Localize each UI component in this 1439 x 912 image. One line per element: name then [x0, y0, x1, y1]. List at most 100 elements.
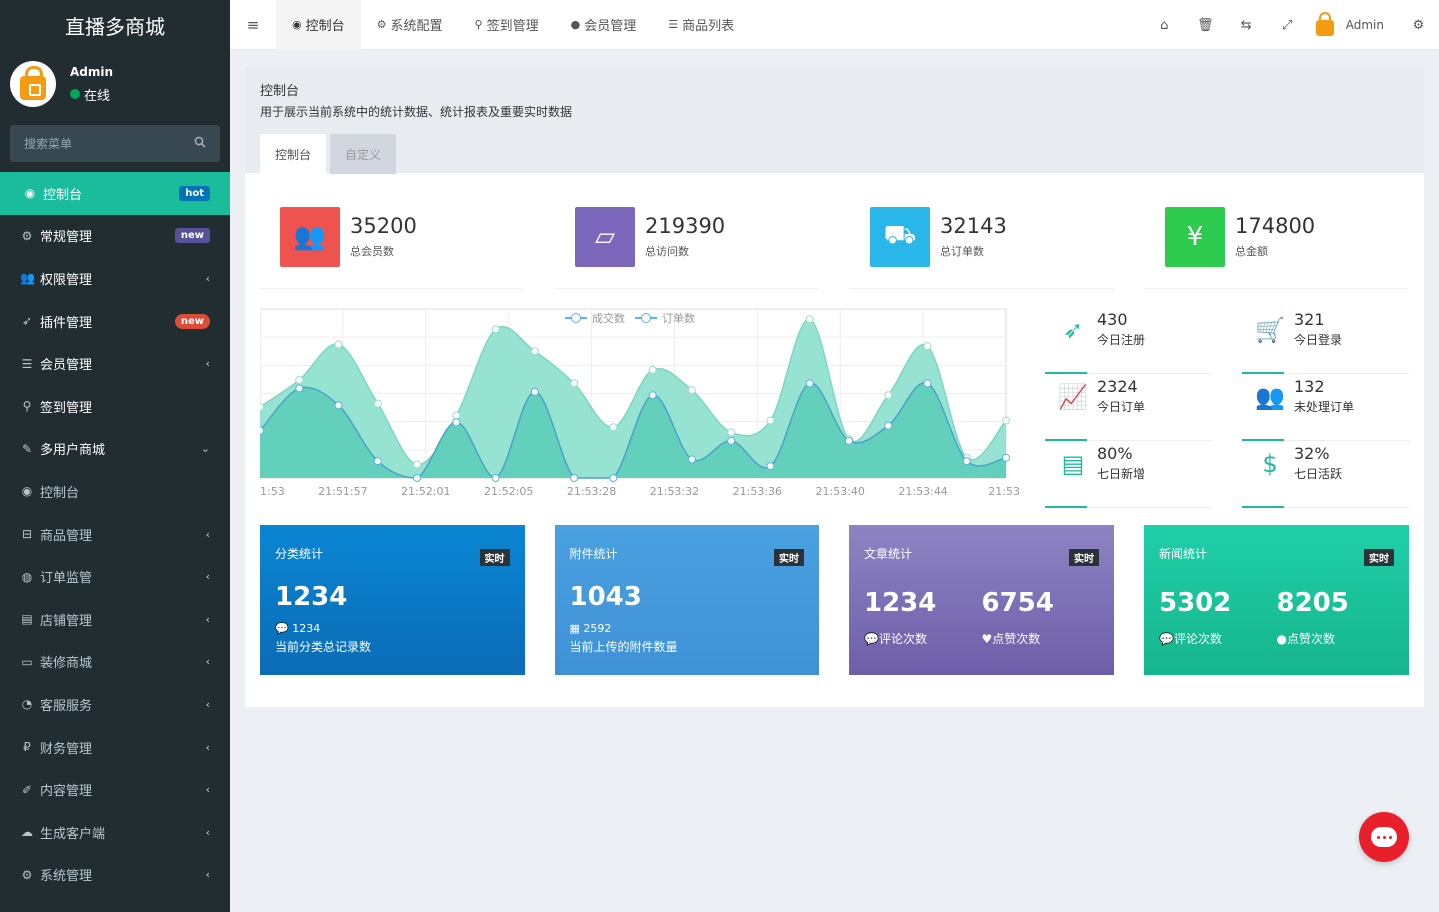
- legend-label: 成交数: [592, 312, 625, 325]
- legend-item[interactable]: 成交数: [565, 310, 625, 326]
- sidebar-item-label: 常规管理: [40, 230, 93, 246]
- chevron-icon: ‹: [205, 271, 210, 285]
- sidebar-item[interactable]: ◉ 控制台 hot: [0, 172, 230, 215]
- menu-search: [10, 125, 220, 162]
- desktop-icon: ▭: [21, 654, 33, 669]
- users-icon: 👥: [280, 207, 340, 267]
- stat-box: 👥 35200 总会员数: [260, 207, 523, 289]
- panel-sub-value: 1234: [292, 622, 321, 635]
- sidebar-item-label: 签到管理: [40, 400, 93, 416]
- tab-dashboard[interactable]: 控制台: [260, 134, 327, 174]
- data-point: [413, 474, 422, 482]
- sidebar-item[interactable]: ☰ 会员管理 ‹: [0, 342, 230, 385]
- data-point: [570, 474, 579, 482]
- eye-icon: ◍: [21, 569, 33, 584]
- sidebar-item[interactable]: ◍ 订单监管 ‹: [0, 555, 230, 598]
- page-title: 控制台: [260, 84, 300, 99]
- search-icon[interactable]: [194, 136, 206, 151]
- comment-label: 评论次数: [878, 632, 927, 646]
- comment-count: 5302: [1159, 588, 1232, 618]
- sidebar-item[interactable]: ⚙ 系统管理 ‹: [0, 854, 230, 897]
- list-alt-icon: ▤: [1061, 450, 1085, 478]
- cogs-icon[interactable]: ⚙: [1412, 17, 1425, 33]
- attachment-stat-panel: 附件统计 实时 1043 ▦ 2592 当前上传的附件数量: [554, 525, 819, 675]
- home-icon[interactable]: ⌂: [1160, 17, 1169, 33]
- user-icon: ●: [1276, 632, 1287, 646]
- stat-label: 总订单数: [940, 245, 984, 258]
- sidebar-item[interactable]: ⊟ 商品管理 ‹: [0, 513, 230, 556]
- user-name: Admin: [70, 64, 114, 79]
- chevron-icon: ‹: [205, 783, 210, 797]
- tab-custom[interactable]: 自定义: [330, 134, 397, 174]
- chat-bubble-icon: [1371, 827, 1397, 847]
- chart-legend: 成交数 订单数: [565, 310, 705, 326]
- users-icon: 👥: [20, 271, 35, 286]
- chat-button[interactable]: [1359, 812, 1409, 862]
- top-tab[interactable]: ⚲ 签到管理: [459, 0, 555, 50]
- gear-icon: ⚙: [21, 867, 33, 882]
- data-point: [805, 379, 814, 388]
- data-point: [687, 386, 696, 395]
- top-tab[interactable]: ◉ 控制台: [276, 0, 361, 50]
- user-panel: Admin 在线: [0, 50, 230, 118]
- sidebar-item[interactable]: ➶ 插件管理 new: [0, 300, 230, 343]
- data-point: [766, 416, 775, 425]
- data-point: [727, 428, 736, 437]
- sidebar-item[interactable]: ₽ 财务管理 ‹: [0, 726, 230, 769]
- top-tab[interactable]: ☰ 商品列表: [652, 0, 750, 50]
- admin-menu[interactable]: Admin: [1315, 12, 1384, 36]
- mini-stat-value: 32%: [1294, 444, 1330, 463]
- list-icon: ☰: [21, 356, 33, 371]
- data-point: [844, 436, 853, 445]
- fullscreen-icon[interactable]: ⤢: [1282, 17, 1293, 33]
- cloud-icon: ☁: [21, 825, 33, 840]
- panel-sub-value: 2592: [583, 622, 612, 635]
- avatar[interactable]: [10, 61, 56, 107]
- sidebar-menu: ◉ 控制台 hot ⚙ 常规管理 new 👥 权限管理 ‹ ➶ 插件管理 new ☰ 会员管理 ‹ ⚲ 签到管理…: [0, 172, 230, 896]
- sidebar-item[interactable]: ☁ 生成客户端 ‹: [0, 811, 230, 854]
- sidebar-item[interactable]: ✐ 内容管理 ‹: [0, 768, 230, 811]
- chevron-icon: ‹: [205, 655, 210, 669]
- mini-stat: ▤ 80% 七日新增: [1045, 441, 1212, 508]
- trash-icon[interactable]: 🗑: [1196, 17, 1214, 33]
- top-tab[interactable]: ● 会员管理: [555, 0, 653, 50]
- data-point: [530, 387, 539, 396]
- top-tab-label: 控制台: [305, 19, 345, 34]
- sidebar-item[interactable]: ▤ 店铺管理 ‹: [0, 598, 230, 641]
- sidebar-item[interactable]: ✎ 多用户商城 ⌄: [0, 428, 230, 471]
- stat-value: 219390: [645, 214, 726, 238]
- brand-title[interactable]: 直播多商城: [0, 0, 230, 50]
- yen-icon: ¥: [1165, 207, 1225, 267]
- top-right-tools: ⌂ 🗑 ⇆ ⤢ Admin ⚙: [1144, 0, 1439, 50]
- data-point: [687, 455, 696, 464]
- x-tick-label: 1:53: [260, 485, 285, 498]
- main-content: 控制台 用于展示当前系统中的统计数据、统计报表及重要实时数据 控制台 自定义 👥…: [245, 66, 1424, 707]
- sidebar-item[interactable]: 👥 权限管理 ‹: [0, 257, 230, 300]
- panel-sub: 💬 1234: [275, 622, 510, 635]
- realtime-badge: 实时: [479, 549, 510, 566]
- sidebar-item[interactable]: ▭ 装修商城 ‹: [0, 641, 230, 684]
- ruble-icon: ₽: [23, 740, 31, 755]
- sidebar-item[interactable]: ⚲ 签到管理: [0, 385, 230, 428]
- language-icon[interactable]: ⇆: [1240, 17, 1252, 33]
- panel-value: 1043: [569, 582, 642, 612]
- user-status: 在线: [70, 85, 113, 104]
- content-header: 控制台 用于展示当前系统中的统计数据、统计报表及重要实时数据 控制台 自定义: [245, 66, 1424, 174]
- sidebar-item[interactable]: ⚙ 常规管理 new: [0, 215, 230, 258]
- line-chart: 1:53 21:51:57 21:52:01 21:52:05 21:53:28 21:5…: [256, 307, 1024, 507]
- lock-logo-icon: [20, 66, 46, 100]
- online-dot-icon: [70, 89, 80, 99]
- stat-row: 👥 35200 总会员数 ▱ 219390 总访问数 ⛟ 32143 总订单数 ¥ 1…: [260, 207, 1409, 289]
- data-point: [452, 411, 461, 420]
- menu-toggle-icon[interactable]: ≡: [246, 15, 260, 34]
- data-point: [570, 379, 579, 388]
- rocket-icon: ➶: [21, 314, 33, 329]
- search-input[interactable]: [24, 136, 174, 151]
- data-point: [609, 423, 618, 432]
- sidebar-item[interactable]: ◉ 控制台: [0, 470, 230, 513]
- sidebar-item[interactable]: ◔ 客服服务 ‹: [0, 683, 230, 726]
- stat-value: 35200: [350, 214, 417, 238]
- top-tab[interactable]: ⚙ 系统配置: [361, 0, 459, 50]
- menu-badge: new: [174, 228, 210, 244]
- legend-item[interactable]: 订单数: [635, 310, 695, 326]
